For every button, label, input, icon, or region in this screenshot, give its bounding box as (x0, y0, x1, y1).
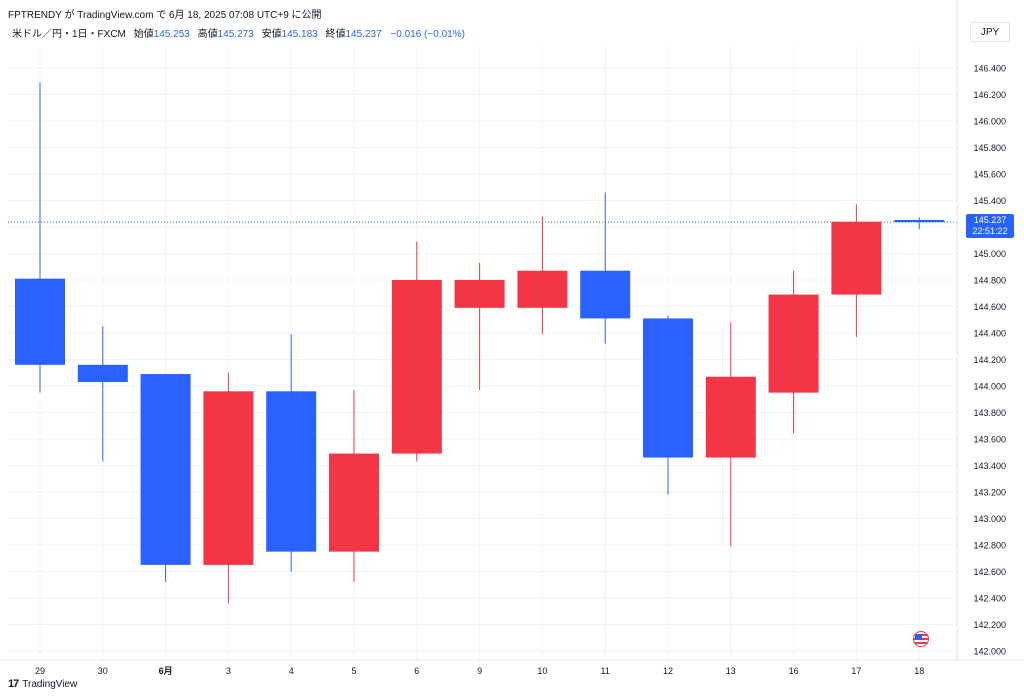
change-value: −0.016 (−0.01%) (390, 29, 465, 40)
x-tick-label: 17 (851, 666, 861, 676)
y-tick-label: 142.000 (973, 647, 1006, 657)
low-label: 安値 (261, 29, 282, 40)
candle (831, 204, 882, 337)
y-tick-label: 146.000 (973, 117, 1006, 127)
close-label: 終値 (325, 29, 346, 40)
candle (705, 322, 756, 547)
candle (454, 262, 505, 390)
x-tick-label: 6月 (159, 666, 173, 676)
y-tick-label: 146.400 (973, 64, 1006, 74)
y-tick-label: 145.000 (973, 249, 1006, 259)
y-tick-label: 145.400 (973, 196, 1006, 206)
candle (517, 216, 568, 335)
candle-body (580, 270, 631, 319)
candle-body (705, 376, 756, 458)
y-tick-label: 142.200 (973, 620, 1006, 630)
candle (768, 270, 819, 434)
footer-brand-text: TradingView (22, 678, 78, 690)
candle (140, 374, 191, 583)
publish-line: FPTRENDY が TradingView.com で 6月 18, 2025… (8, 10, 322, 21)
candle-body (517, 270, 568, 308)
candle (643, 315, 693, 495)
y-tick-label: 142.600 (973, 567, 1006, 577)
candle (203, 372, 254, 604)
last-price-value: 145.237 (973, 215, 1007, 225)
price-axis[interactable]: 142.000 142.200 142.400 142.600 142.800 143.0… (956, 0, 1006, 660)
x-tick-label: 29 (35, 666, 45, 676)
candle-body (831, 221, 882, 295)
open-label: 始値 (133, 29, 154, 40)
y-tick-label: 143.800 (973, 408, 1006, 418)
close-value: 145.237 (345, 29, 382, 40)
x-tick-label: 13 (726, 666, 736, 676)
us-flag-icon[interactable] (913, 631, 929, 647)
candle-body (140, 374, 191, 565)
candle-body (643, 318, 693, 458)
x-tick-label: 9 (477, 666, 482, 676)
open-value: 145.253 (153, 29, 190, 40)
candle (266, 334, 317, 572)
candle (15, 82, 65, 393)
x-tick-label: 30 (98, 666, 108, 676)
candle-body (77, 364, 128, 383)
y-tick-label: 143.000 (973, 514, 1006, 524)
candle-body (329, 453, 379, 552)
x-tick-label: 12 (663, 666, 673, 676)
low-value: 145.183 (281, 29, 318, 40)
symbol-title: 米ドル／円・1日・FXCM (12, 29, 126, 40)
y-tick-label: 146.200 (973, 90, 1006, 100)
candle (77, 326, 128, 462)
candle-body (894, 219, 945, 223)
x-tick-label: 3 (226, 666, 231, 676)
candle (580, 192, 631, 344)
x-tick-label: 4 (289, 666, 294, 676)
high-value: 145.273 (217, 29, 254, 40)
candle-body (266, 391, 317, 552)
x-tick-label: 5 (351, 666, 356, 676)
time-axis[interactable]: 29 30 6月 3 4 5 6 9 10 11 12 13 16 17 18 (0, 659, 1024, 676)
footer-branding[interactable]: 17 TradingView (8, 678, 77, 690)
x-tick-label: 18 (914, 666, 924, 676)
y-tick-label: 144.400 (973, 329, 1006, 339)
y-tick-label: 142.800 (973, 541, 1006, 551)
currency-button[interactable]: JPY (970, 22, 1010, 42)
x-tick-label: 6 (414, 666, 419, 676)
y-tick-label: 145.800 (973, 143, 1006, 153)
x-tick-label: 11 (601, 666, 610, 676)
candle-body (454, 280, 505, 308)
candles (15, 82, 945, 604)
tradingview-logo-icon: 17 (8, 678, 19, 690)
y-tick-label: 144.800 (973, 276, 1006, 286)
y-tick-label: 143.200 (973, 488, 1006, 498)
last-price-tag: 145.237 22:51:22 (966, 214, 1014, 238)
candle-body (15, 278, 65, 365)
y-tick-label: 144.000 (973, 382, 1006, 392)
y-tick-label: 145.600 (973, 170, 1006, 180)
y-tick-label: 143.400 (973, 461, 1006, 471)
y-tick-label: 144.600 (973, 302, 1006, 312)
candle (391, 241, 442, 462)
candle-body (768, 294, 819, 393)
y-tick-label: 142.400 (973, 594, 1006, 604)
candle (329, 389, 379, 583)
y-tick-label: 144.200 (973, 355, 1006, 365)
candle-body (203, 391, 254, 565)
x-tick-label: 10 (537, 666, 547, 676)
y-tick-label: 143.600 (973, 435, 1006, 445)
candle-body (391, 280, 442, 454)
countdown-timer: 22:51:22 (972, 226, 1008, 236)
candle (894, 217, 945, 230)
x-tick-label: 16 (789, 666, 799, 676)
symbol-legend[interactable]: 米ドル／円・1日・FXCM 始値145.253 高値145.273 安値145.… (12, 25, 465, 40)
high-label: 高値 (197, 29, 218, 40)
